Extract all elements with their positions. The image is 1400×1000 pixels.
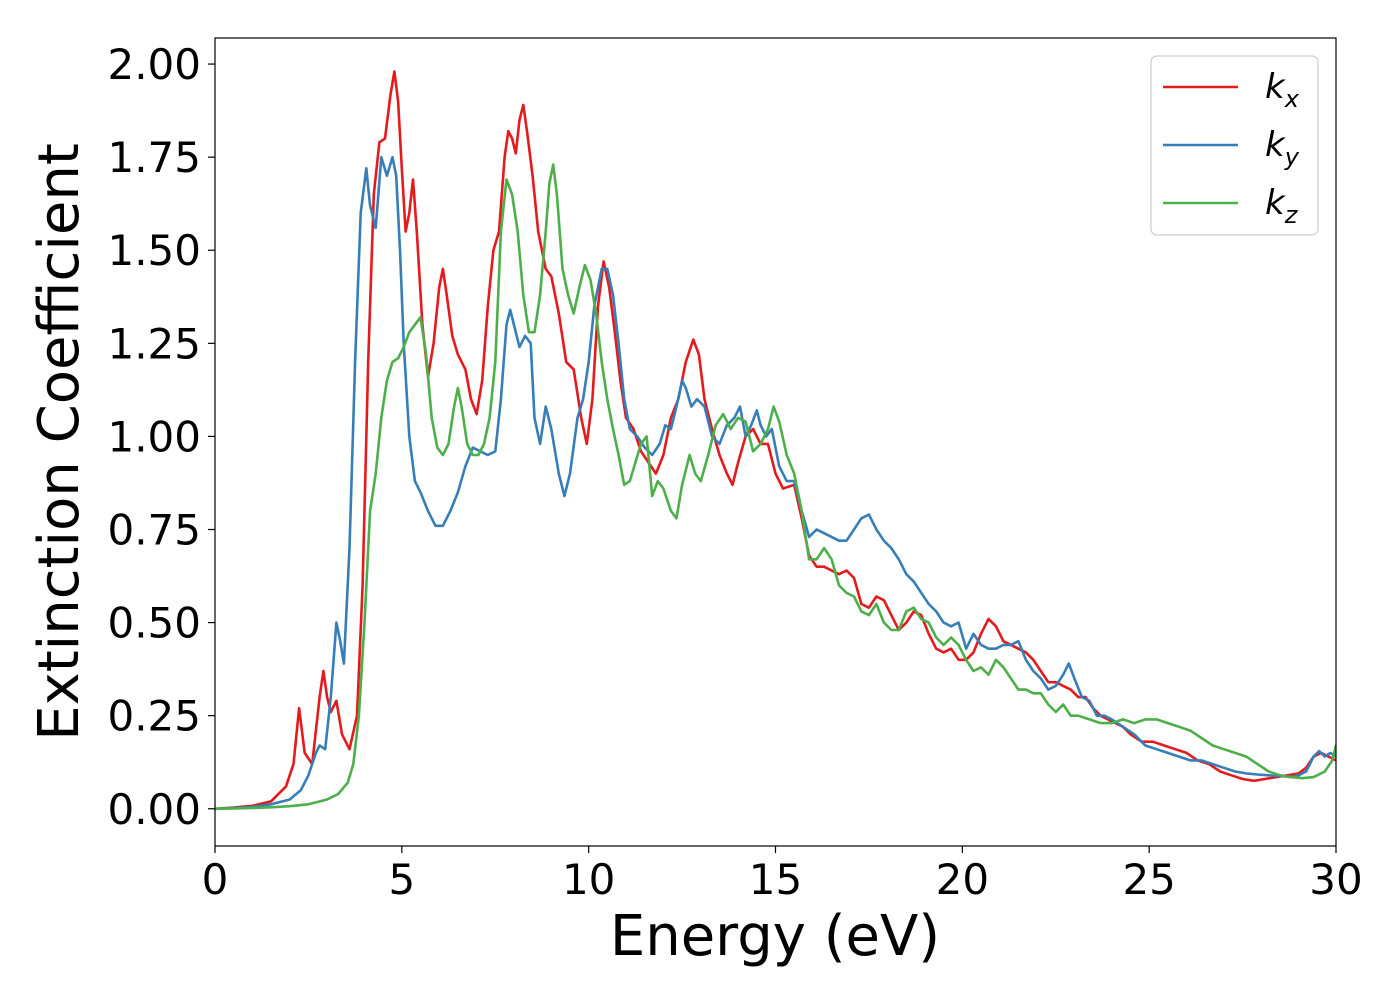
series-line-y: [215, 155, 1336, 811]
y-tick-label: 1.75: [107, 133, 201, 182]
legend-label-z: kz: [1265, 183, 1299, 229]
y-tick-label: 1.50: [107, 226, 201, 275]
y-tick-label: 0.50: [107, 599, 201, 648]
x-tick-label: 30: [1309, 855, 1362, 904]
y-axis-title: Extinction Coefficient: [27, 143, 92, 741]
x-axis-ticks: 0 5 10 15 20 25 30: [202, 846, 1363, 904]
x-tick-label: 0: [202, 855, 229, 904]
y-tick-label: 1.25: [107, 319, 201, 368]
legend-label-y: ky: [1265, 125, 1300, 171]
x-tick-label: 15: [749, 855, 802, 904]
x-tick-label: 20: [936, 855, 989, 904]
y-tick-label: 1.00: [107, 412, 201, 461]
y-tick-label: 2.00: [107, 40, 201, 89]
y-tick-label: 0.25: [107, 692, 201, 741]
legend-label-x: kx: [1265, 67, 1300, 113]
series-line-z: [215, 163, 1336, 811]
x-tick-label: 10: [562, 855, 615, 904]
x-axis-title: Energy (eV): [610, 904, 940, 969]
x-tick-label: 5: [388, 855, 415, 904]
x-tick-label: 25: [1122, 855, 1175, 904]
y-tick-label: 0.75: [107, 506, 201, 555]
y-axis-ticks: 0.00 0.25 0.50 0.75 1.00 1.25 1.50 1.75 2.00: [107, 40, 215, 834]
series-layer: [215, 70, 1336, 811]
y-tick-label: 0.00: [107, 785, 201, 834]
legend: kx ky kz: [1150, 55, 1319, 236]
